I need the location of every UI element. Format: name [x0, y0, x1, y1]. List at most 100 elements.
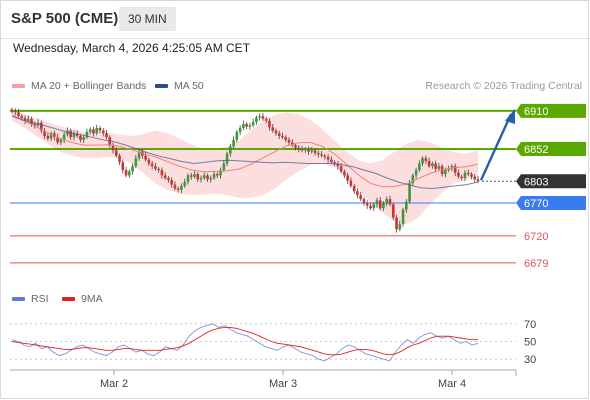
candle-body: [124, 170, 128, 176]
candle-body: [294, 145, 297, 148]
candle-body: [303, 149, 307, 151]
candle-body: [98, 127, 102, 131]
candle-body: [427, 160, 431, 167]
candle-body: [323, 155, 327, 157]
candle-body: [105, 133, 108, 138]
candle-body: [13, 110, 17, 113]
candle-body: [245, 124, 248, 127]
candle-body: [186, 175, 190, 182]
candle-body: [453, 166, 457, 173]
candle-body: [222, 163, 226, 171]
candle-body: [284, 137, 288, 140]
candle-body: [121, 162, 125, 171]
ma50-line: [11, 115, 479, 190]
level-tag-6770: [516, 196, 586, 211]
candle-body: [287, 139, 291, 143]
candle-body: [150, 163, 154, 167]
candle-body: [219, 170, 222, 176]
candle-body: [414, 170, 418, 176]
candle-body: [118, 155, 121, 163]
candle-body: [408, 183, 411, 202]
candle-body: [248, 125, 252, 127]
candle-body: [101, 130, 105, 134]
ma50-swatch: [155, 84, 168, 89]
candle-body: [349, 180, 353, 186]
legend-ma50: MA 50: [155, 80, 204, 92]
candle-body: [134, 158, 138, 167]
level-label-6679: 6679: [524, 258, 548, 270]
candle-body: [173, 184, 177, 189]
candle-body: [388, 199, 392, 205]
candle-body: [401, 209, 405, 225]
candle-body: [167, 178, 170, 180]
candle-body: [268, 120, 271, 128]
x-tick-label: Mar 4: [438, 378, 466, 390]
candle-body: [154, 166, 157, 169]
candle-body: [333, 162, 336, 164]
candle-body: [470, 174, 473, 177]
candle-body: [450, 166, 454, 169]
candle-body: [62, 134, 66, 140]
candle-body: [398, 224, 402, 230]
candle-body: [69, 130, 72, 138]
candle-body: [372, 204, 376, 209]
candle-body: [176, 188, 180, 190]
legend-ma50-label: MA 50: [174, 80, 204, 92]
candle-body: [30, 118, 33, 125]
candle-body: [411, 175, 415, 184]
candle-body: [33, 124, 37, 126]
candle-body: [199, 178, 203, 180]
candle-body: [359, 195, 362, 200]
candle-body: [255, 117, 258, 123]
candle-body: [111, 145, 115, 151]
candle-body: [313, 150, 317, 153]
x-tick-label: Mar 3: [269, 378, 297, 390]
candle-body: [307, 149, 310, 152]
level-label-6910: 6910: [524, 106, 548, 118]
candle-body: [128, 171, 131, 176]
candle-body: [421, 158, 424, 164]
candle-body: [216, 174, 219, 176]
candle-body: [382, 203, 385, 209]
candle-body: [330, 159, 333, 163]
rsi-level-label-70: 70: [524, 319, 536, 331]
rsi-9ma-line: [11, 326, 478, 356]
candle-body: [460, 176, 464, 179]
timestamp: Wednesday, March 4, 2026 4:25:05 AM CET: [13, 41, 251, 55]
candle-body: [238, 127, 242, 132]
candle-body: [281, 135, 284, 138]
candle-body: [147, 159, 151, 164]
candle-body: [235, 131, 239, 140]
candle-body: [362, 199, 366, 204]
candle-body: [82, 137, 85, 140]
candle-body: [189, 175, 193, 177]
legend-9ma: 9MA: [62, 293, 103, 305]
level-label-6852: 6852: [524, 144, 548, 156]
candle-body: [20, 116, 24, 119]
level-label-6803: 6803: [524, 176, 548, 188]
candle-body: [375, 200, 379, 205]
candle-body: [365, 203, 369, 206]
candle-body: [137, 151, 141, 159]
legend-9ma-label: 9MA: [81, 293, 103, 305]
ma20-line: [11, 114, 479, 188]
projection-arrow-head: [505, 108, 515, 125]
candle-body: [261, 116, 265, 119]
candle-body: [40, 122, 43, 131]
candle-body: [369, 205, 372, 209]
candle-body: [300, 149, 304, 151]
candle-body: [431, 163, 434, 167]
level-tag-6910: [516, 103, 586, 118]
candle-body: [46, 135, 50, 139]
timeframe-badge[interactable]: 30 MIN: [119, 7, 176, 31]
candle-body: [326, 156, 330, 160]
ma20-swatch: [12, 84, 25, 89]
candle-body: [437, 166, 441, 169]
level-tag-6803: [516, 174, 586, 189]
candle-body: [242, 124, 245, 128]
candle-body: [59, 139, 63, 143]
candle-body: [43, 130, 46, 136]
candle-body: [17, 112, 20, 117]
candle-body: [209, 178, 213, 180]
candle-body: [339, 166, 343, 172]
